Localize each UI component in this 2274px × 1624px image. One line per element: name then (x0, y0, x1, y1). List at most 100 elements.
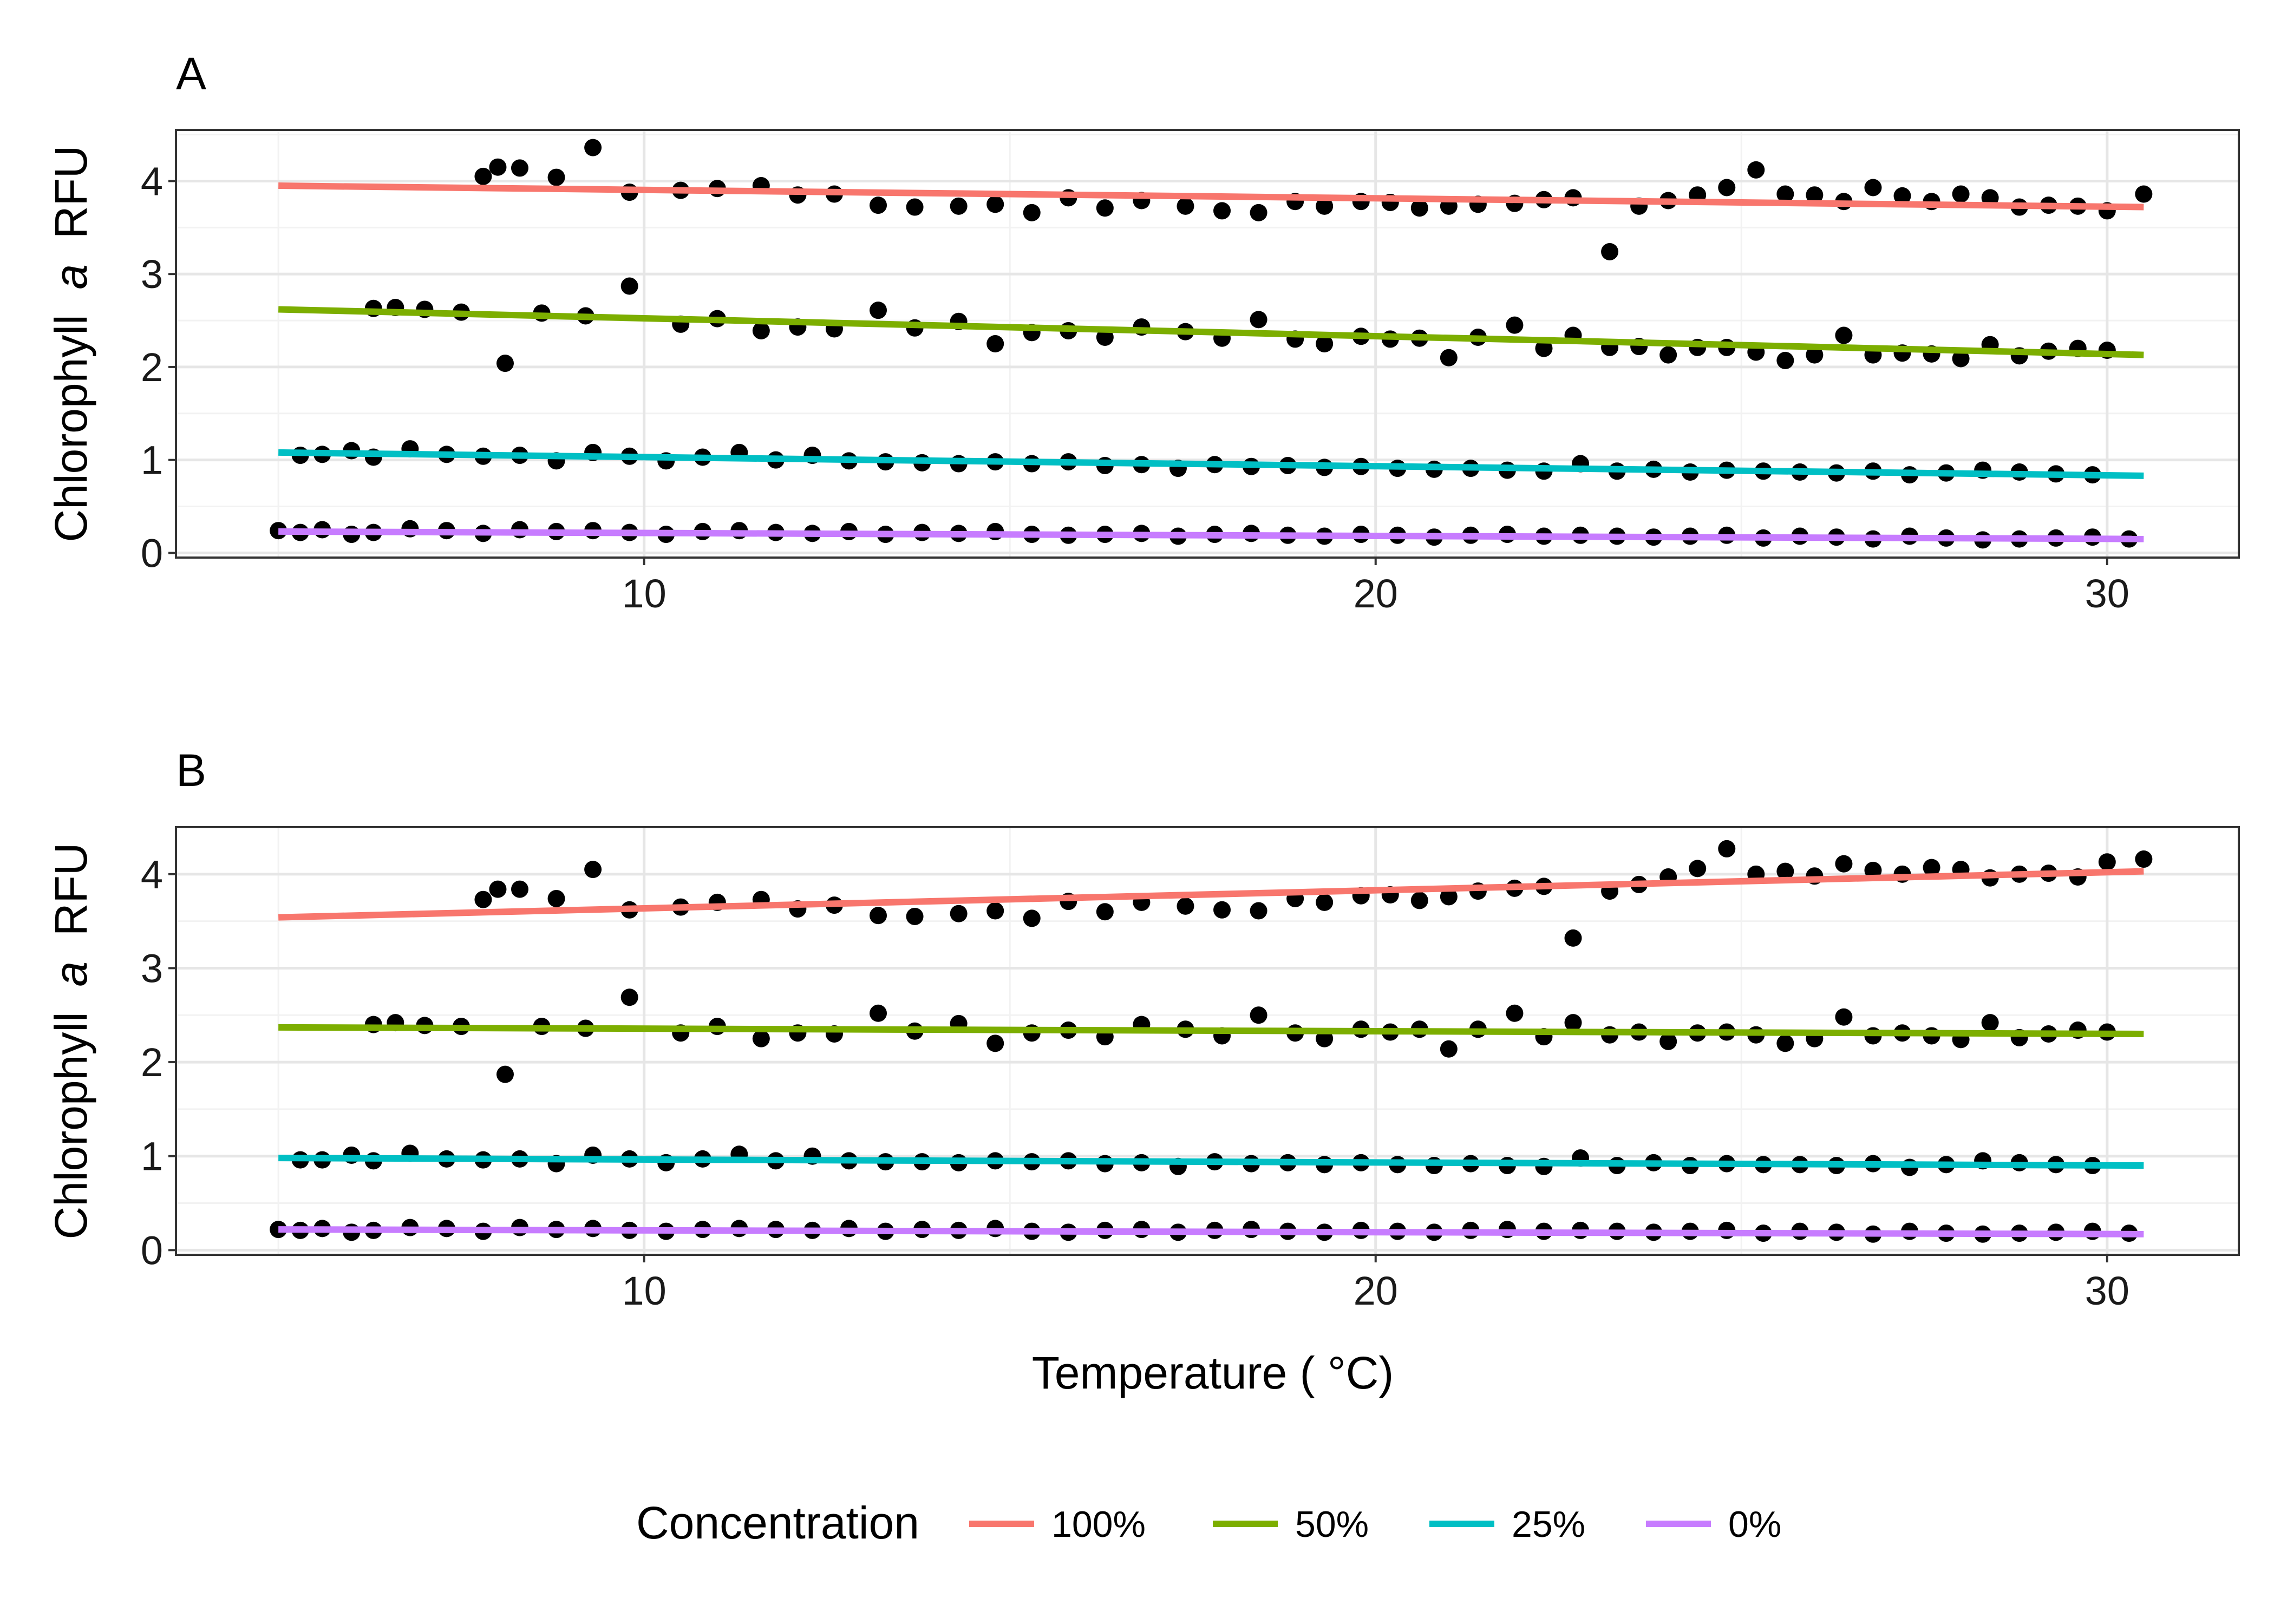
data-point-100pct (1410, 892, 1428, 909)
x-tick-label: 30 (2085, 1268, 2129, 1313)
data-point-100pct (1440, 888, 1458, 906)
fit-line-25pct (278, 449, 2144, 479)
y-tick-label: 4 (141, 159, 163, 204)
y-axis-label: Chlorophyll a RFU (45, 843, 96, 1240)
fit-line-50pct (278, 306, 2144, 358)
data-point-100pct (474, 890, 492, 908)
data-point-50pct (986, 335, 1004, 352)
data-point-100pct (1776, 185, 1794, 203)
fit-line-25pct (278, 1155, 2144, 1169)
data-point-100pct (950, 905, 968, 922)
data-point-100pct (1250, 204, 1267, 221)
fit-line-0pct (278, 1226, 2144, 1237)
data-point-100pct (584, 139, 602, 156)
data-point-100pct (870, 907, 887, 925)
data-point-100pct (1213, 202, 1231, 220)
data-point-100pct (489, 158, 507, 176)
data-point-100pct (489, 880, 507, 898)
data-point-100pct (870, 197, 887, 214)
data-point-50pct (752, 322, 770, 339)
legend: Concentration 100% 50% 25% 0% (636, 1497, 1781, 1548)
data-point-100pct (906, 198, 924, 216)
data-point-50pct (870, 1004, 887, 1022)
data-point-100pct (1096, 199, 1114, 217)
legend-label: 25% (1512, 1504, 1585, 1545)
data-point-100pct (474, 167, 492, 185)
data-point-50pct (1835, 1008, 1853, 1026)
data-point-50pct (1952, 350, 1970, 368)
data-point-50pct (1981, 1014, 1999, 1032)
data-point-100pct (986, 902, 1004, 920)
legend-label: 0% (1728, 1504, 1781, 1545)
data-point-100pct (1316, 197, 1334, 215)
data-point-50pct (1659, 1032, 1677, 1050)
legend-label: 100% (1051, 1504, 1146, 1545)
data-point-50pct (1250, 1006, 1267, 1024)
legend-item-100pct: 100% (969, 1504, 1146, 1545)
data-point-50pct (496, 355, 514, 372)
legend-item-50pct: 50% (1213, 1504, 1369, 1545)
data-point-100pct (1177, 897, 1194, 915)
data-point-100pct (1835, 855, 1853, 873)
y-tick-label: 2 (141, 345, 163, 390)
data-point-100pct (1177, 197, 1194, 215)
y-tick-label: 2 (141, 1040, 163, 1085)
data-point-50pct (620, 988, 638, 1006)
data-point-100pct (950, 197, 968, 215)
data-point-50pct (1776, 1034, 1794, 1052)
x-tick-label: 10 (622, 571, 666, 616)
data-point-100pct (547, 889, 565, 907)
y-tick-label: 0 (141, 1228, 163, 1273)
data-point-100pct (1213, 901, 1231, 919)
data-point-100pct (2135, 185, 2153, 203)
data-point-100pct (1864, 179, 1882, 197)
panel-title: A (176, 48, 206, 99)
data-point-100pct (986, 195, 1004, 213)
panel-title: B (176, 745, 206, 796)
fit-line-100pct (278, 182, 2144, 211)
data-point-100pct (1023, 204, 1041, 221)
data-point-100pct (1096, 903, 1114, 921)
data-point-50pct (1506, 316, 1524, 334)
fit-line-50pct (278, 1024, 2144, 1037)
data-point-100pct (1410, 199, 1428, 217)
plot-frame (175, 129, 2240, 559)
data-point-100pct (1023, 909, 1041, 927)
data-point-100pct (584, 861, 602, 879)
y-tick-label: 1 (141, 1134, 163, 1179)
y-axis-label-italic: a (45, 264, 96, 290)
x-tick-label: 20 (1354, 571, 1398, 616)
legend-item-0pct: 0% (1646, 1504, 1781, 1545)
data-point-100pct (547, 168, 565, 186)
fit-line-100pct (278, 868, 2144, 921)
data-point-50pct (1506, 1004, 1524, 1022)
y-tick-label: 1 (141, 438, 163, 483)
data-point-100pct (906, 907, 924, 925)
y-axis-label-part: RFU (45, 843, 96, 961)
data-point-50pct (1776, 351, 1794, 369)
data-point-100pct (2135, 850, 2153, 868)
data-point-100pct (1718, 840, 1736, 857)
x-tick-label: 10 (622, 1268, 666, 1313)
data-point-50pct (1806, 346, 1824, 364)
data-point-50pct (752, 1030, 770, 1047)
data-point-50pct (986, 1034, 1004, 1052)
data-point-50pct (1440, 349, 1458, 366)
panel-b: 0 1 2 3 4 10 20 30 B Chlorophyll a RFU (45, 745, 2240, 1313)
data-point-100pct (511, 880, 528, 898)
data-point-100pct (2098, 853, 2116, 871)
data-point-50pct (870, 302, 887, 319)
data-point-50pct (1535, 339, 1553, 357)
legend-label: 50% (1295, 1504, 1369, 1545)
data-point-100pct (1923, 859, 1940, 876)
y-axis-label-part: Chlorophyll (45, 290, 96, 542)
data-point-50pct (1440, 1040, 1458, 1058)
data-point-0pct (270, 522, 287, 540)
data-point-100pct (1952, 185, 1970, 203)
data-point-100pct (1250, 902, 1267, 920)
x-tick-label: 20 (1354, 1268, 1398, 1313)
data-point-100pct (1776, 862, 1794, 880)
data-point-100pct (1601, 243, 1619, 260)
y-axis-label-part: Chlorophyll (45, 987, 96, 1240)
